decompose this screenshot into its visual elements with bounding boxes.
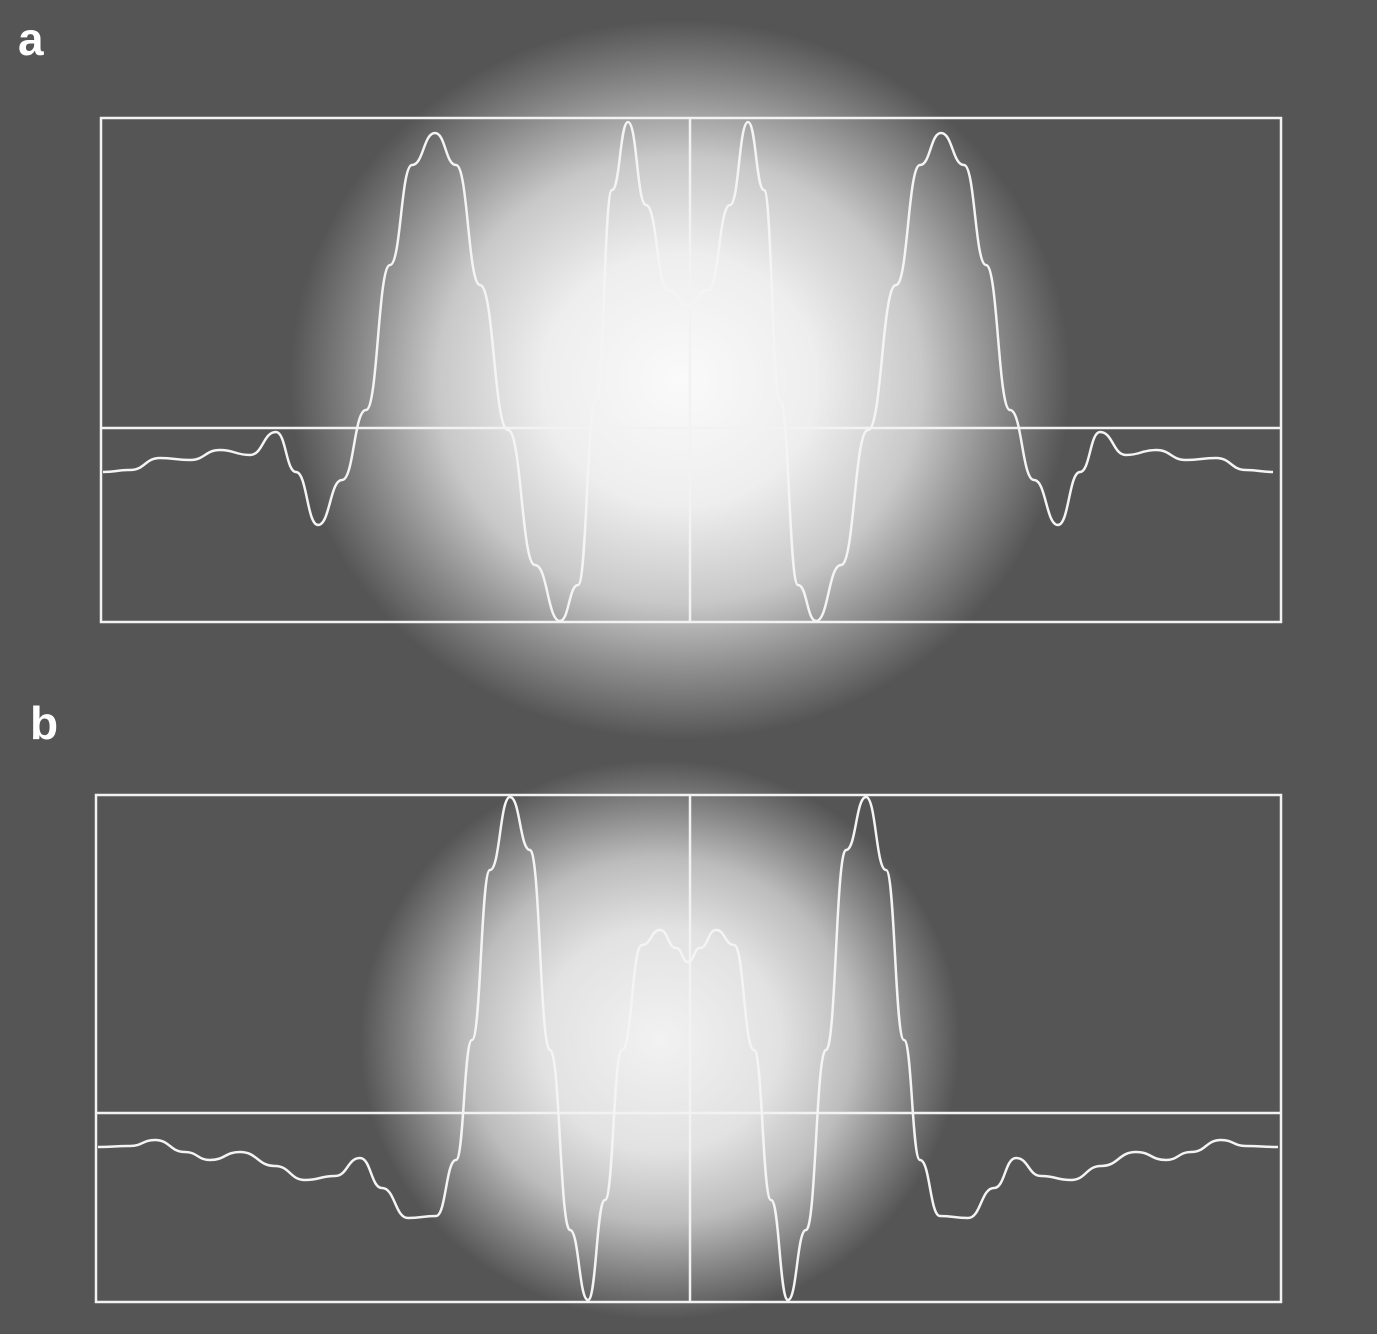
frame-b [96, 795, 1281, 1302]
figure: a b [0, 0, 1377, 1334]
trace-a [103, 122, 1273, 621]
traces [0, 0, 1377, 1334]
trace-b [98, 797, 1278, 1300]
